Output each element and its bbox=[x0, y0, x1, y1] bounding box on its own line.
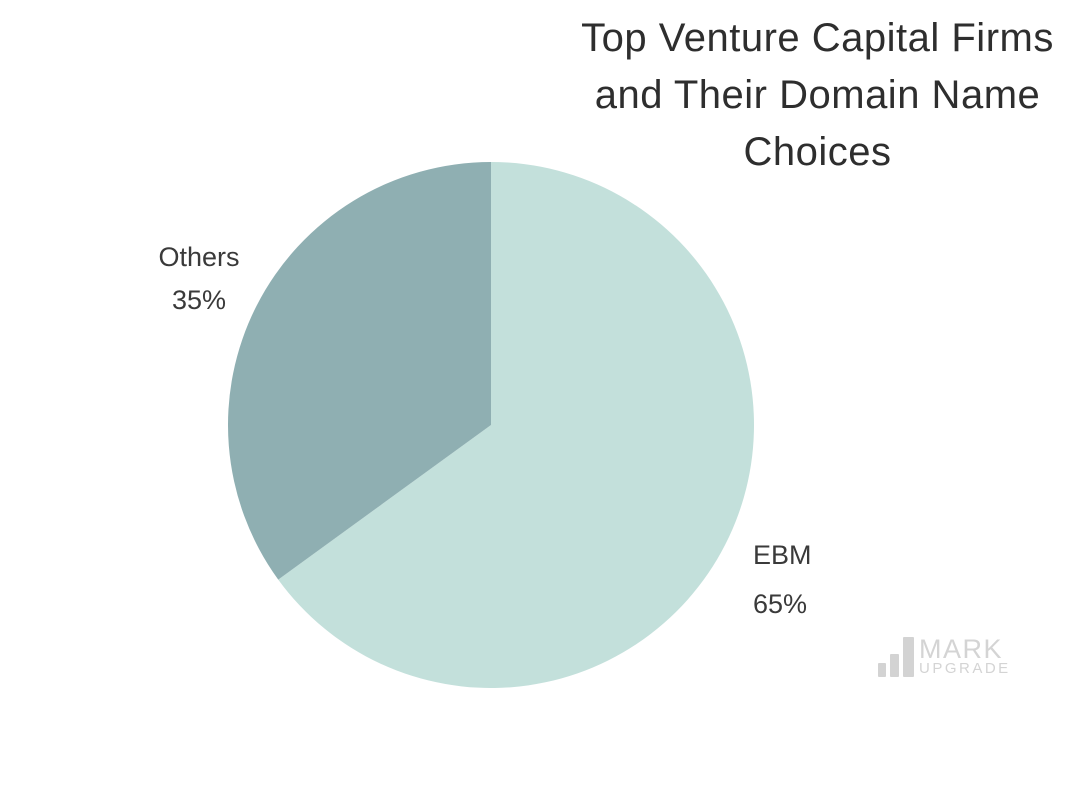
chart-title-line-1: Top Venture Capital Firms bbox=[581, 16, 1054, 60]
watermark-text: MARK UPGRADE bbox=[919, 634, 1011, 677]
pie-slice-ebm bbox=[278, 162, 754, 688]
chart-title-line-3: Choices bbox=[743, 130, 892, 174]
watermark-upgrade-text: UPGRADE bbox=[919, 660, 1011, 677]
slice-label-ebm-name: EBM bbox=[753, 540, 812, 570]
slice-label-ebm: EBM 65% bbox=[753, 531, 913, 629]
slice-label-others-percent: 35% bbox=[171, 285, 227, 315]
chart-title: Top Venture Capital Firms and Their Doma… bbox=[555, 10, 1080, 181]
slice-label-ebm-percent: 65% bbox=[753, 589, 808, 619]
slice-label-others: Others 35% bbox=[118, 236, 280, 322]
slice-label-others-name: Others bbox=[158, 242, 240, 272]
pie-chart bbox=[228, 162, 754, 688]
pie-slice-others bbox=[228, 162, 491, 580]
watermark-logo: MARK UPGRADE bbox=[878, 634, 1011, 677]
chart-title-line-2: and Their Domain Name bbox=[594, 73, 1041, 117]
watermark-mark-text: MARK bbox=[919, 634, 1004, 664]
bar-chart-icon bbox=[878, 637, 914, 677]
